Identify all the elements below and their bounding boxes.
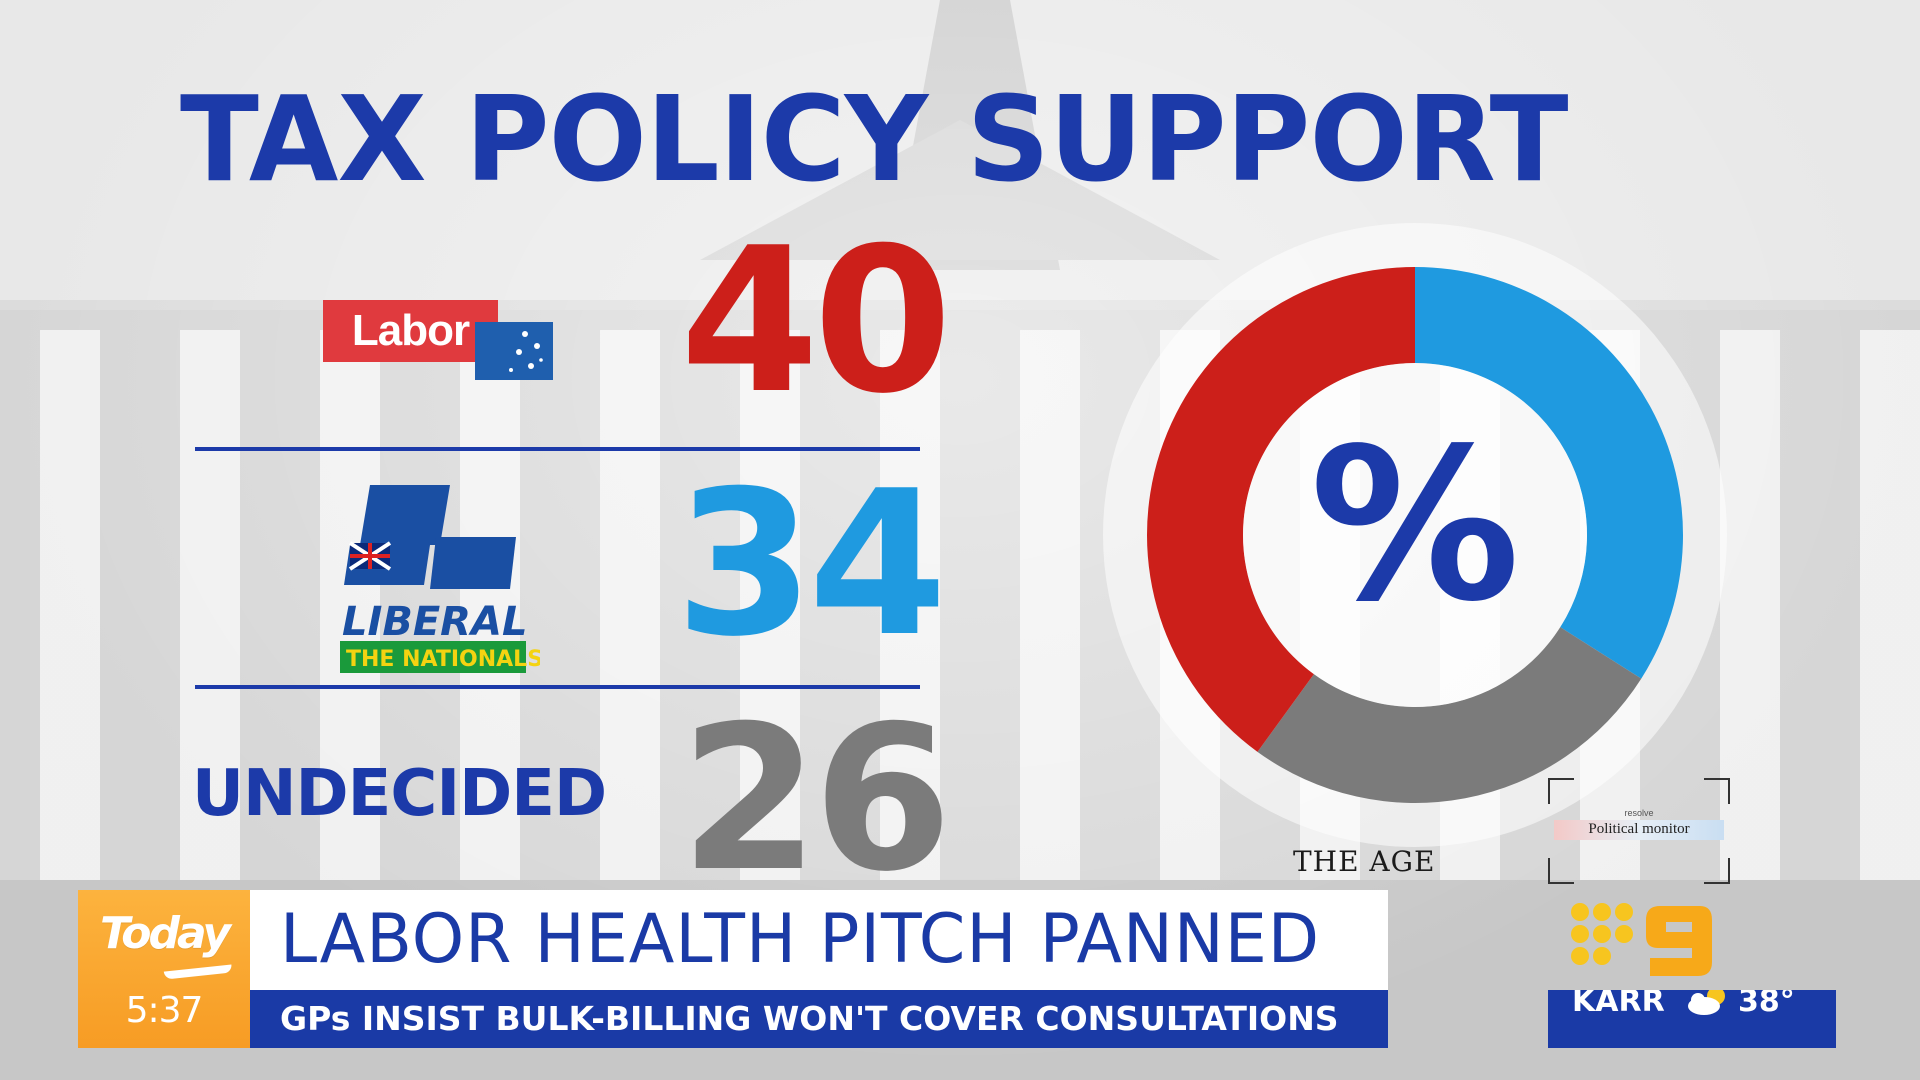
resolve-color-bar bbox=[1554, 820, 1724, 840]
nationals-banner bbox=[340, 641, 526, 673]
headline-text: LABOR HEALTH PITCH PANNED bbox=[280, 900, 1321, 979]
partly-cloudy-icon bbox=[1688, 990, 1725, 1015]
today-smile-mark bbox=[163, 964, 233, 980]
liberal-logo-top-block bbox=[360, 485, 450, 545]
today-show-logo: Today 5:37 bbox=[78, 890, 250, 1048]
frame-corner bbox=[1548, 778, 1574, 804]
weather-temperature: 38° bbox=[1738, 990, 1795, 1019]
nine-network-logo bbox=[1571, 903, 1712, 976]
labor-logo-wordmark: Labor bbox=[323, 300, 498, 362]
chart-title: TAX POLICY SUPPORT bbox=[180, 70, 1569, 208]
headline-bar: LABOR HEALTH PITCH PANNED bbox=[250, 890, 1388, 990]
liberal-wordmark: LIBERAL bbox=[342, 599, 527, 645]
row-divider bbox=[195, 685, 920, 689]
the-age-masthead: THE AGE bbox=[1293, 845, 1436, 878]
donut-slice-labor bbox=[1147, 267, 1415, 752]
weather-location: KARR bbox=[1572, 990, 1665, 1019]
coalition-value: 34 bbox=[675, 448, 947, 681]
donut-inner-ring bbox=[1243, 363, 1587, 707]
liberal-nationals-logo: LIBERAL THE NATIONALS bbox=[340, 485, 540, 673]
resolve-title: Political monitor bbox=[1588, 821, 1690, 837]
labor-value: 40 bbox=[680, 205, 952, 438]
weather-ticker: KARR 38° bbox=[1548, 990, 1836, 1048]
broadcast-time: 5:37 bbox=[125, 990, 204, 1031]
labor-logo: Labor bbox=[323, 300, 553, 382]
row-divider bbox=[195, 447, 920, 451]
subheadline-text: GPs INSIST BULK-BILLING WON'T COVER CONS… bbox=[280, 999, 1339, 1038]
today-wordmark: Today bbox=[99, 908, 231, 959]
nationals-wordmark: THE NATIONALS bbox=[346, 647, 540, 672]
liberal-logo-right-block bbox=[430, 537, 516, 589]
undecided-label: UNDECIDED bbox=[192, 757, 607, 831]
percent-symbol: % bbox=[1310, 403, 1520, 648]
southern-cross-icon bbox=[475, 322, 553, 380]
frame-corner bbox=[1704, 778, 1730, 804]
undecided-value: 26 bbox=[680, 683, 952, 916]
resolve-political-monitor-logo: resolve Political monitor bbox=[1548, 778, 1730, 884]
donut-slice-liberal-nationals bbox=[1415, 267, 1683, 679]
donut-slice-undecided bbox=[1257, 627, 1642, 803]
australian-flag-icon bbox=[348, 541, 392, 571]
resolve-tag: resolve bbox=[1624, 808, 1654, 818]
support-donut-chart: % bbox=[1103, 223, 1727, 847]
subheadline-bar: GPs INSIST BULK-BILLING WON'T COVER CONS… bbox=[250, 990, 1388, 1048]
frame-corner bbox=[1548, 858, 1574, 884]
frame-corner bbox=[1704, 858, 1730, 884]
